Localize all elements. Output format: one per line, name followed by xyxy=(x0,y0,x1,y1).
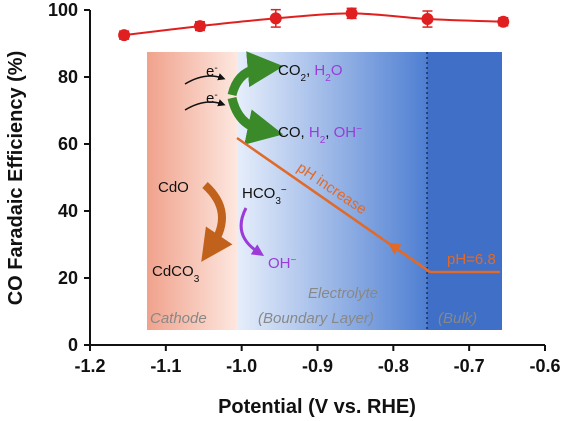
electron-sup-1: - xyxy=(214,63,217,74)
cdo-label: CdO xyxy=(158,179,189,196)
electron-label-1: e xyxy=(206,63,214,80)
oh-sup: − xyxy=(291,255,297,266)
svg-text:e-: e- xyxy=(206,63,218,81)
electrolyte-label: Electrolyte xyxy=(308,285,378,302)
product-h2: H xyxy=(309,124,320,141)
data-point xyxy=(345,7,358,20)
hco3-label: HCO xyxy=(242,185,275,202)
data-point xyxy=(269,12,282,25)
series-line xyxy=(124,12,504,37)
x-axis-title: Potential (V vs. RHE) xyxy=(218,396,416,418)
electron-arrow-1 xyxy=(184,73,226,85)
product-oh-sup: − xyxy=(356,124,362,135)
svg-text:CO, H2, OH−: CO, H2, OH− xyxy=(278,124,362,146)
svg-text:HCO3−: HCO3− xyxy=(242,185,287,207)
green-arrow-top xyxy=(227,51,284,97)
x-ticks: -1.2 -1.1 -1.0 -0.9 -0.8 -0.7 -0.6 xyxy=(74,345,561,376)
product-co2: CO xyxy=(278,62,301,79)
y-tick-label: 20 xyxy=(58,268,78,288)
electron-arrow-2 xyxy=(184,99,226,111)
product-co: CO, xyxy=(278,124,309,141)
y-ticks: 0 20 40 60 80 100 xyxy=(48,0,90,355)
x-tick-label: -0.7 xyxy=(454,356,485,376)
y-tick-label: 0 xyxy=(68,335,78,355)
product-h2-sub: 2 xyxy=(320,135,326,146)
svg-text:OH−: OH− xyxy=(268,255,297,273)
y-tick-label: 60 xyxy=(58,134,78,154)
cdco3-sub: 3 xyxy=(194,274,200,285)
data-point xyxy=(118,29,131,42)
x-tick-label: -1.0 xyxy=(226,356,257,376)
data-point xyxy=(193,20,206,33)
product-h2o-sub: 2 xyxy=(325,73,331,84)
bulk-label: (Bulk) xyxy=(438,310,477,327)
purple-arrow xyxy=(239,207,265,256)
y-tick-label: 40 xyxy=(58,201,78,221)
hco3-sub: 3 xyxy=(275,196,281,207)
svg-text:CO2, H2O: CO2, H2O xyxy=(278,62,342,84)
svg-text:e-: e- xyxy=(206,90,218,108)
product-h2o-tail: O xyxy=(331,62,343,79)
electron-label-2: e xyxy=(206,90,214,107)
hco3-sup: − xyxy=(281,185,287,196)
x-tick-label: -0.6 xyxy=(529,356,560,376)
series-layer xyxy=(118,7,510,42)
boundary-layer-region xyxy=(237,52,427,330)
cdco3-label: CdCO xyxy=(152,263,194,280)
x-tick-label: -1.2 xyxy=(74,356,105,376)
data-point xyxy=(421,13,434,26)
product-oh: OH xyxy=(334,124,357,141)
x-tick-label: -1.1 xyxy=(150,356,181,376)
oh-label: OH xyxy=(268,255,291,272)
ph-bulk-label: pH=6.8 xyxy=(447,251,496,268)
x-tick-label: -0.9 xyxy=(302,356,333,376)
y-tick-label: 80 xyxy=(58,67,78,87)
electron-sup-2: - xyxy=(214,90,217,101)
product-co2-sub: 2 xyxy=(301,73,307,84)
green-arrow-bottom xyxy=(227,96,284,145)
cathode-label: Cathode xyxy=(150,310,207,327)
boundary-layer-label: (Boundary Layer) xyxy=(258,310,374,327)
svg-text:CdCO3: CdCO3 xyxy=(152,263,200,285)
product-h2o: H xyxy=(314,62,325,79)
brown-arrow xyxy=(201,182,233,262)
inset-schematic: e- e- CO2, H2O CO, H2, OH− CdO CdCO3 HCO… xyxy=(147,51,502,330)
product-sep-1: , xyxy=(306,62,314,79)
bulk-region xyxy=(427,52,502,330)
data-point xyxy=(497,15,510,28)
ph-arrow xyxy=(387,242,431,274)
y-tick-label: 100 xyxy=(48,0,78,20)
x-tick-label: -0.8 xyxy=(378,356,409,376)
product-sep-2: , xyxy=(325,124,333,141)
y-axis-title: CO Faradaic Efficiency (%) xyxy=(5,51,27,306)
cathode-region xyxy=(147,52,237,330)
